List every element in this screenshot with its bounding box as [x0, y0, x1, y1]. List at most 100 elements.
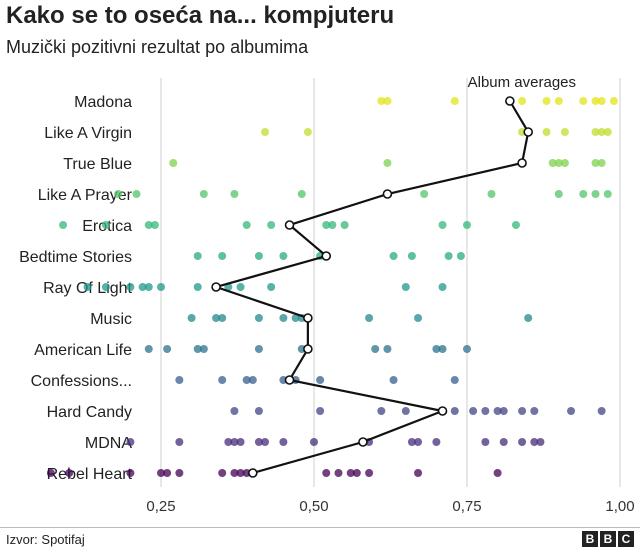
track-dot	[218, 314, 227, 322]
track-dot	[438, 345, 447, 353]
track-dot	[493, 407, 502, 415]
track-dot	[554, 97, 563, 105]
track-dot	[542, 128, 551, 136]
track-dot	[101, 221, 110, 229]
track-dot	[518, 97, 527, 105]
track-dot	[175, 469, 184, 477]
track-dot	[267, 283, 276, 291]
track-dot	[254, 252, 263, 260]
track-dot	[254, 407, 263, 415]
track-dot	[377, 407, 386, 415]
track-dot	[199, 345, 208, 353]
track-dot	[144, 345, 153, 353]
track-dot	[407, 438, 416, 446]
track-dot	[261, 128, 270, 136]
track-dot	[518, 438, 527, 446]
source-note: Izvor: Spotifaj	[6, 532, 85, 547]
track-dot	[59, 221, 68, 229]
track-dot	[432, 438, 441, 446]
track-dot	[254, 438, 263, 446]
track-dot	[518, 407, 527, 415]
track-dot	[242, 221, 251, 229]
track-dot	[481, 438, 490, 446]
track-dot	[126, 283, 135, 291]
track-dot	[46, 469, 55, 477]
x-tick-label: 0,50	[299, 498, 328, 515]
album-average-marker	[303, 313, 313, 323]
album-average-marker	[303, 344, 313, 354]
track-dot	[193, 252, 202, 260]
track-dot	[328, 221, 337, 229]
album-label: Like A Prayer	[38, 187, 133, 204]
track-dot	[487, 190, 496, 198]
track-dot	[591, 97, 600, 105]
track-dot	[291, 314, 300, 322]
track-dot	[212, 314, 221, 322]
track-dot	[65, 469, 74, 477]
album-average-marker	[517, 158, 527, 168]
track-dot	[101, 283, 110, 291]
track-dot	[230, 407, 239, 415]
track-dot	[524, 314, 533, 322]
track-dot	[157, 469, 165, 477]
album-label: Like A Virgin	[44, 125, 132, 142]
track-dot	[401, 407, 410, 415]
track-dot	[310, 438, 318, 446]
album-average-marker	[248, 468, 258, 478]
album-average-marker	[284, 375, 295, 385]
track-dot	[157, 283, 165, 291]
track-dot	[175, 376, 184, 384]
track-dot	[414, 314, 423, 322]
track-dot	[383, 345, 392, 353]
track-dot	[346, 469, 355, 477]
track-dot	[236, 283, 245, 291]
track-dot	[163, 345, 172, 353]
track-dot	[456, 252, 465, 260]
track-dot	[199, 190, 208, 198]
album-average-marker	[321, 251, 332, 261]
chart-title: Kako se to oseća na... kompjuteru	[6, 2, 395, 29]
track-dot	[236, 438, 245, 446]
track-dot	[450, 407, 459, 415]
track-dot	[365, 469, 374, 477]
dot-plot-chart: 0,25 0,50 0,75 1,00 Madona Like A Virgin True …	[19, 74, 635, 515]
chart-subtitle: Muzički pozitivni rezultat po albumima	[6, 37, 309, 57]
track-dot	[567, 407, 576, 415]
album-average-marker	[523, 127, 534, 137]
track-dot	[463, 345, 471, 353]
album-label: American Life	[34, 342, 132, 359]
album-label: Bedtime Stories	[19, 249, 132, 266]
track-dot	[383, 159, 392, 167]
album-average-marker	[505, 96, 515, 106]
track-dot	[365, 314, 374, 322]
track-dot	[597, 407, 606, 415]
album-label: Hard Candy	[47, 404, 132, 421]
album-average-marker	[211, 282, 221, 292]
track-dot	[414, 469, 423, 477]
track-dot	[316, 407, 325, 415]
track-dot	[340, 221, 349, 229]
track-dot	[444, 252, 453, 260]
album-average-line	[212, 100, 530, 475]
track-dot	[591, 128, 600, 136]
track-dot	[126, 438, 135, 446]
album-label: True Blue	[63, 156, 132, 173]
track-dot	[193, 345, 202, 353]
track-dot	[469, 407, 478, 415]
track-dot	[297, 190, 306, 198]
bbc-logo-letter-3: C	[618, 531, 634, 547]
track-dot	[218, 376, 227, 384]
track-dot	[560, 128, 569, 136]
track-dot	[499, 407, 508, 415]
track-dot	[316, 376, 325, 384]
track-dot	[438, 221, 447, 229]
track-dot	[236, 469, 245, 477]
track-dot	[554, 190, 563, 198]
footer-divider	[0, 527, 640, 528]
track-dot	[463, 221, 471, 229]
track-dot	[126, 469, 135, 477]
track-dot	[114, 190, 123, 198]
track-dot	[163, 469, 172, 477]
album-label: Rebel Heart	[47, 466, 133, 483]
track-dot	[150, 221, 159, 229]
